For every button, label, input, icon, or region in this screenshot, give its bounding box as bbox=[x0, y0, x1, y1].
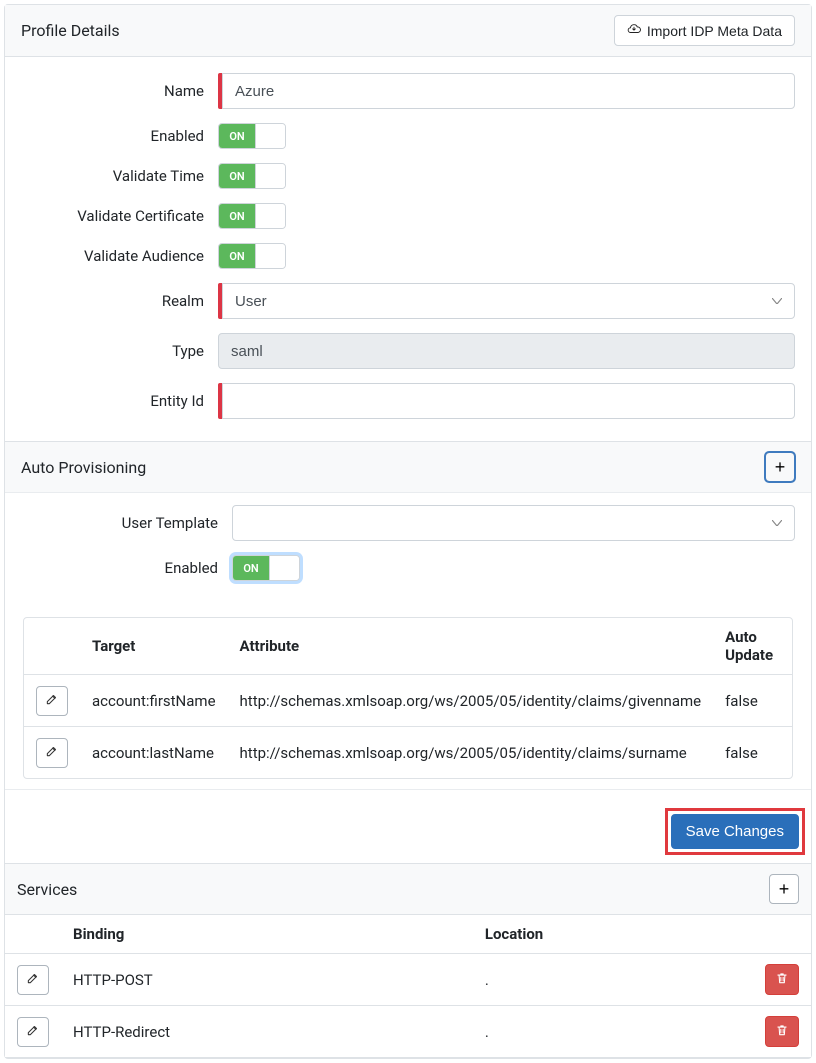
name-input[interactable] bbox=[222, 73, 795, 109]
cell-target: account:lastName bbox=[80, 727, 228, 779]
trash-icon bbox=[775, 971, 789, 988]
cell-location: . bbox=[473, 1006, 753, 1058]
validate-time-toggle[interactable]: ON bbox=[218, 163, 286, 189]
label-realm: Realm bbox=[13, 292, 218, 310]
enabled-toggle[interactable]: ON bbox=[218, 123, 286, 149]
col-attribute: Attribute bbox=[228, 618, 714, 675]
edit-icon bbox=[45, 692, 59, 709]
realm-select[interactable]: User bbox=[222, 283, 795, 319]
label-type: Type bbox=[13, 342, 218, 360]
label-enabled: Enabled bbox=[13, 127, 218, 145]
entity-id-input[interactable] bbox=[222, 383, 795, 419]
edit-row-button[interactable] bbox=[17, 965, 49, 995]
col-auto-update: Auto Update bbox=[713, 618, 785, 675]
delete-row-button[interactable] bbox=[765, 1016, 799, 1047]
user-template-select[interactable] bbox=[232, 505, 795, 541]
type-input bbox=[218, 333, 795, 369]
label-validate-time: Validate Time bbox=[13, 167, 218, 185]
label-validate-certificate: Validate Certificate bbox=[13, 207, 218, 225]
cell-binding: HTTP-POST bbox=[61, 954, 473, 1006]
services-header: Services + bbox=[5, 863, 811, 915]
edit-row-button[interactable] bbox=[17, 1017, 49, 1047]
label-user-template: User Template bbox=[13, 514, 232, 532]
plus-icon: + bbox=[775, 458, 786, 476]
profile-title: Profile Details bbox=[21, 21, 120, 40]
edit-row-button[interactable] bbox=[36, 738, 68, 768]
edit-icon bbox=[26, 1023, 40, 1040]
col-location: Location bbox=[473, 915, 753, 954]
validate-certificate-toggle[interactable]: ON bbox=[218, 203, 286, 229]
label-name: Name bbox=[13, 82, 218, 100]
table-row: HTTP-POST. bbox=[5, 954, 811, 1006]
cell-binding: HTTP-Redirect bbox=[61, 1006, 473, 1058]
cell-location: . bbox=[473, 954, 753, 1006]
edit-icon bbox=[26, 971, 40, 988]
save-highlight-box: Save Changes bbox=[665, 808, 805, 855]
table-row: account:firstNamehttp://schemas.xmlsoap.… bbox=[24, 675, 793, 727]
add-mapping-button[interactable]: + bbox=[765, 452, 795, 482]
cell-attribute: http://schemas.xmlsoap.org/ws/2005/05/id… bbox=[228, 675, 714, 727]
add-service-button[interactable]: + bbox=[769, 874, 799, 904]
table-row: account:lastNamehttp://schemas.xmlsoap.o… bbox=[24, 727, 793, 779]
col-binding: Binding bbox=[61, 915, 473, 954]
cell-auto-update: false bbox=[713, 675, 785, 727]
ap-enabled-toggle[interactable]: ON bbox=[232, 555, 300, 581]
validate-audience-toggle[interactable]: ON bbox=[218, 243, 286, 269]
toggle-on-label: ON bbox=[219, 124, 255, 148]
cell-attribute: http://schemas.xmlsoap.org/ws/2005/05/id… bbox=[228, 727, 714, 779]
mapping-table: Target Attribute Auto Update account:fir… bbox=[24, 618, 793, 778]
plus-icon: + bbox=[779, 879, 790, 900]
cell-auto-update: false bbox=[713, 727, 785, 779]
save-changes-button[interactable]: Save Changes bbox=[671, 814, 799, 849]
import-idp-button[interactable]: Import IDP Meta Data bbox=[614, 15, 795, 46]
services-table: Binding Location HTTP-POST.HTTP-Redirect… bbox=[5, 915, 811, 1058]
cell-target: account:firstName bbox=[80, 675, 228, 727]
toggle-knob bbox=[255, 124, 285, 148]
auto-provisioning-header: Auto Provisioning + bbox=[5, 441, 811, 493]
col-target: Target bbox=[80, 618, 228, 675]
delete-row-button[interactable] bbox=[765, 964, 799, 995]
label-ap-enabled: Enabled bbox=[13, 559, 232, 577]
edit-row-button[interactable] bbox=[36, 686, 68, 716]
auto-provisioning-title: Auto Provisioning bbox=[21, 458, 146, 477]
profile-header: Profile Details Import IDP Meta Data bbox=[5, 5, 811, 57]
services-title: Services bbox=[17, 880, 77, 899]
trash-icon bbox=[775, 1023, 789, 1040]
label-validate-audience: Validate Audience bbox=[13, 247, 218, 265]
edit-icon bbox=[45, 744, 59, 761]
table-row: HTTP-Redirect. bbox=[5, 1006, 811, 1058]
import-idp-label: Import IDP Meta Data bbox=[647, 23, 782, 39]
label-entity-id: Entity Id bbox=[13, 392, 218, 410]
cloud-download-icon bbox=[627, 22, 641, 39]
